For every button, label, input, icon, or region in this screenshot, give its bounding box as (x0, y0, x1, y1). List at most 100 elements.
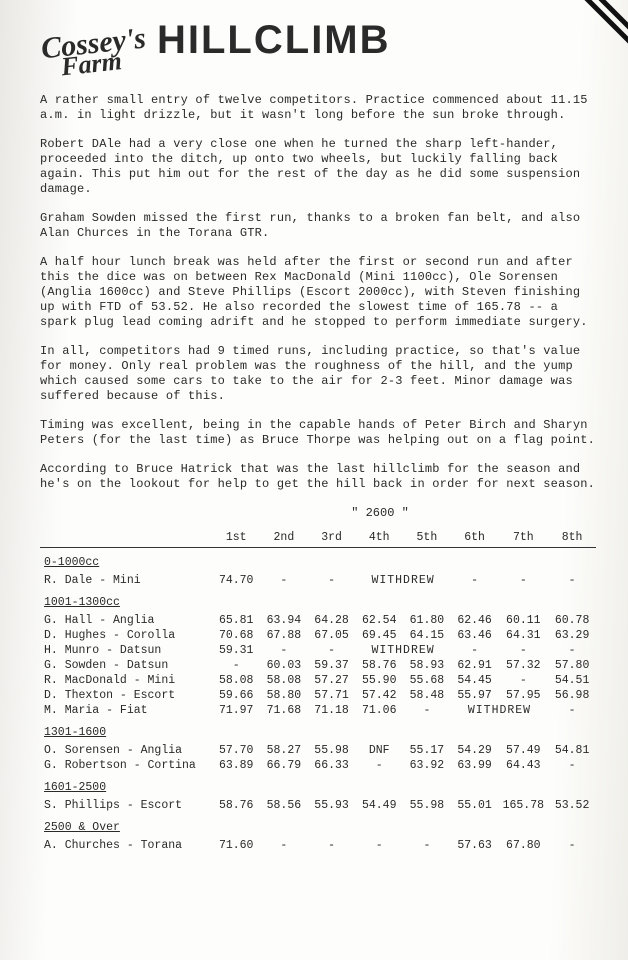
table-row: G. Hall - Anglia65.8163.9464.2862.5461.8… (40, 613, 596, 628)
class-label: 1601-2500 (40, 773, 596, 798)
time-cell: - (498, 573, 548, 588)
table-row: D. Hughes - Corolla70.6867.8867.0569.456… (40, 628, 596, 643)
time-cell: 57.80 (548, 658, 596, 673)
time-cell: 66.33 (308, 758, 356, 773)
time-cell: 62.91 (451, 658, 499, 673)
withdrew-cell: WITHDREW (451, 703, 548, 718)
time-cell: 58.08 (260, 673, 308, 688)
paragraph: A rather small entry of twelve competito… (40, 93, 596, 123)
table-row: D. Thexton - Escort59.6658.8057.7157.425… (40, 688, 596, 703)
time-cell: 59.31 (212, 643, 260, 658)
competitor-name: G. Robertson - Cortina (40, 758, 212, 773)
time-cell: - (260, 643, 308, 658)
time-cell: 63.46 (451, 628, 499, 643)
class-label: 2500 & Over (40, 813, 596, 838)
time-cell: 57.71 (308, 688, 356, 703)
withdrew-cell: WITHDREW (355, 643, 450, 658)
time-cell: 67.88 (260, 628, 308, 643)
paragraph: Graham Sowden missed the first run, than… (40, 211, 596, 241)
time-cell: 165.78 (498, 798, 548, 813)
table-row: G. Sowden - Datsun-60.0359.3758.7658.936… (40, 658, 596, 673)
competitor-name: G. Hall - Anglia (40, 613, 212, 628)
time-cell: - (403, 703, 451, 718)
competitor-name: G. Sowden - Datsun (40, 658, 212, 673)
time-cell: - (260, 838, 308, 853)
time-cell: - (451, 573, 499, 588)
time-cell: 63.89 (212, 758, 260, 773)
time-cell: - (355, 758, 403, 773)
time-cell: 55.93 (308, 798, 356, 813)
time-cell: 64.43 (498, 758, 548, 773)
time-cell: 58.08 (212, 673, 260, 688)
time-cell: 57.49 (498, 743, 548, 758)
results-table: 1st 2nd 3rd 4th 5th 6th 7th 8th 0-1000cc… (40, 530, 596, 853)
competitor-name: D. Hughes - Corolla (40, 628, 212, 643)
time-cell: 63.92 (403, 758, 451, 773)
time-cell: 58.56 (260, 798, 308, 813)
competitor-name: R. Dale - Mini (40, 573, 212, 588)
competitor-name: D. Thexton - Escort (40, 688, 212, 703)
time-cell: 63.99 (451, 758, 499, 773)
class-label: 1301-1600 (40, 718, 596, 743)
class-row: 1301-1600 (40, 718, 596, 743)
time-cell: 71.18 (308, 703, 356, 718)
time-cell: - (260, 573, 308, 588)
time-cell: 69.45 (355, 628, 403, 643)
col-3: 3rd (308, 530, 356, 548)
competitor-name: S. Phillips - Escort (40, 798, 212, 813)
time-cell: - (308, 838, 356, 853)
time-cell: - (548, 643, 596, 658)
time-cell: - (498, 673, 548, 688)
time-cell: 59.66 (212, 688, 260, 703)
time-cell: 53.52 (548, 798, 596, 813)
time-cell: - (308, 573, 356, 588)
time-cell: 58.93 (403, 658, 451, 673)
time-cell: 55.68 (403, 673, 451, 688)
time-cell: 54.49 (355, 798, 403, 813)
time-cell: 58.48 (403, 688, 451, 703)
competitor-name: O. Sorensen - Anglia (40, 743, 212, 758)
table-row: A. Churches - Torana71.60----57.6367.80- (40, 838, 596, 853)
time-cell: 56.98 (548, 688, 596, 703)
time-cell: 58.27 (260, 743, 308, 758)
time-cell: 55.98 (308, 743, 356, 758)
time-cell: 59.37 (308, 658, 356, 673)
paragraph: A half hour lunch break was held after t… (40, 255, 596, 330)
time-cell: - (498, 643, 548, 658)
time-cell: 55.17 (403, 743, 451, 758)
col-4: 4th (355, 530, 403, 548)
time-cell: 74.70 (212, 573, 260, 588)
time-cell: 64.15 (403, 628, 451, 643)
table-row: S. Phillips - Escort58.7658.5655.9354.49… (40, 798, 596, 813)
time-cell: 54.81 (548, 743, 596, 758)
time-cell: 57.70 (212, 743, 260, 758)
time-cell: 57.95 (498, 688, 548, 703)
time-cell: 58.76 (212, 798, 260, 813)
col-name (40, 530, 212, 548)
time-cell: 71.68 (260, 703, 308, 718)
col-2: 2nd (260, 530, 308, 548)
class-label: 1001-1300cc (40, 588, 596, 613)
time-cell: 62.54 (355, 613, 403, 628)
time-cell: 71.97 (212, 703, 260, 718)
body-text: A rather small entry of twelve competito… (40, 93, 596, 492)
event-name-script: Cossey's Farm (38, 27, 149, 81)
time-cell: 64.31 (498, 628, 548, 643)
class-label: 0-1000cc (40, 547, 596, 573)
time-cell: 57.63 (451, 838, 499, 853)
time-cell: 67.80 (498, 838, 548, 853)
time-cell: 70.68 (212, 628, 260, 643)
time-cell: - (308, 643, 356, 658)
time-cell: 71.06 (355, 703, 403, 718)
time-cell: 55.98 (403, 798, 451, 813)
time-cell: 64.28 (308, 613, 356, 628)
time-cell: 60.03 (260, 658, 308, 673)
time-cell: - (451, 643, 499, 658)
time-cell: - (548, 703, 596, 718)
paragraph: According to Bruce Hatrick that was the … (40, 462, 596, 492)
paragraph: Robert DAle had a very close one when he… (40, 137, 596, 197)
time-cell: 66.79 (260, 758, 308, 773)
time-cell: 58.80 (260, 688, 308, 703)
col-1: 1st (212, 530, 260, 548)
col-6: 6th (451, 530, 499, 548)
